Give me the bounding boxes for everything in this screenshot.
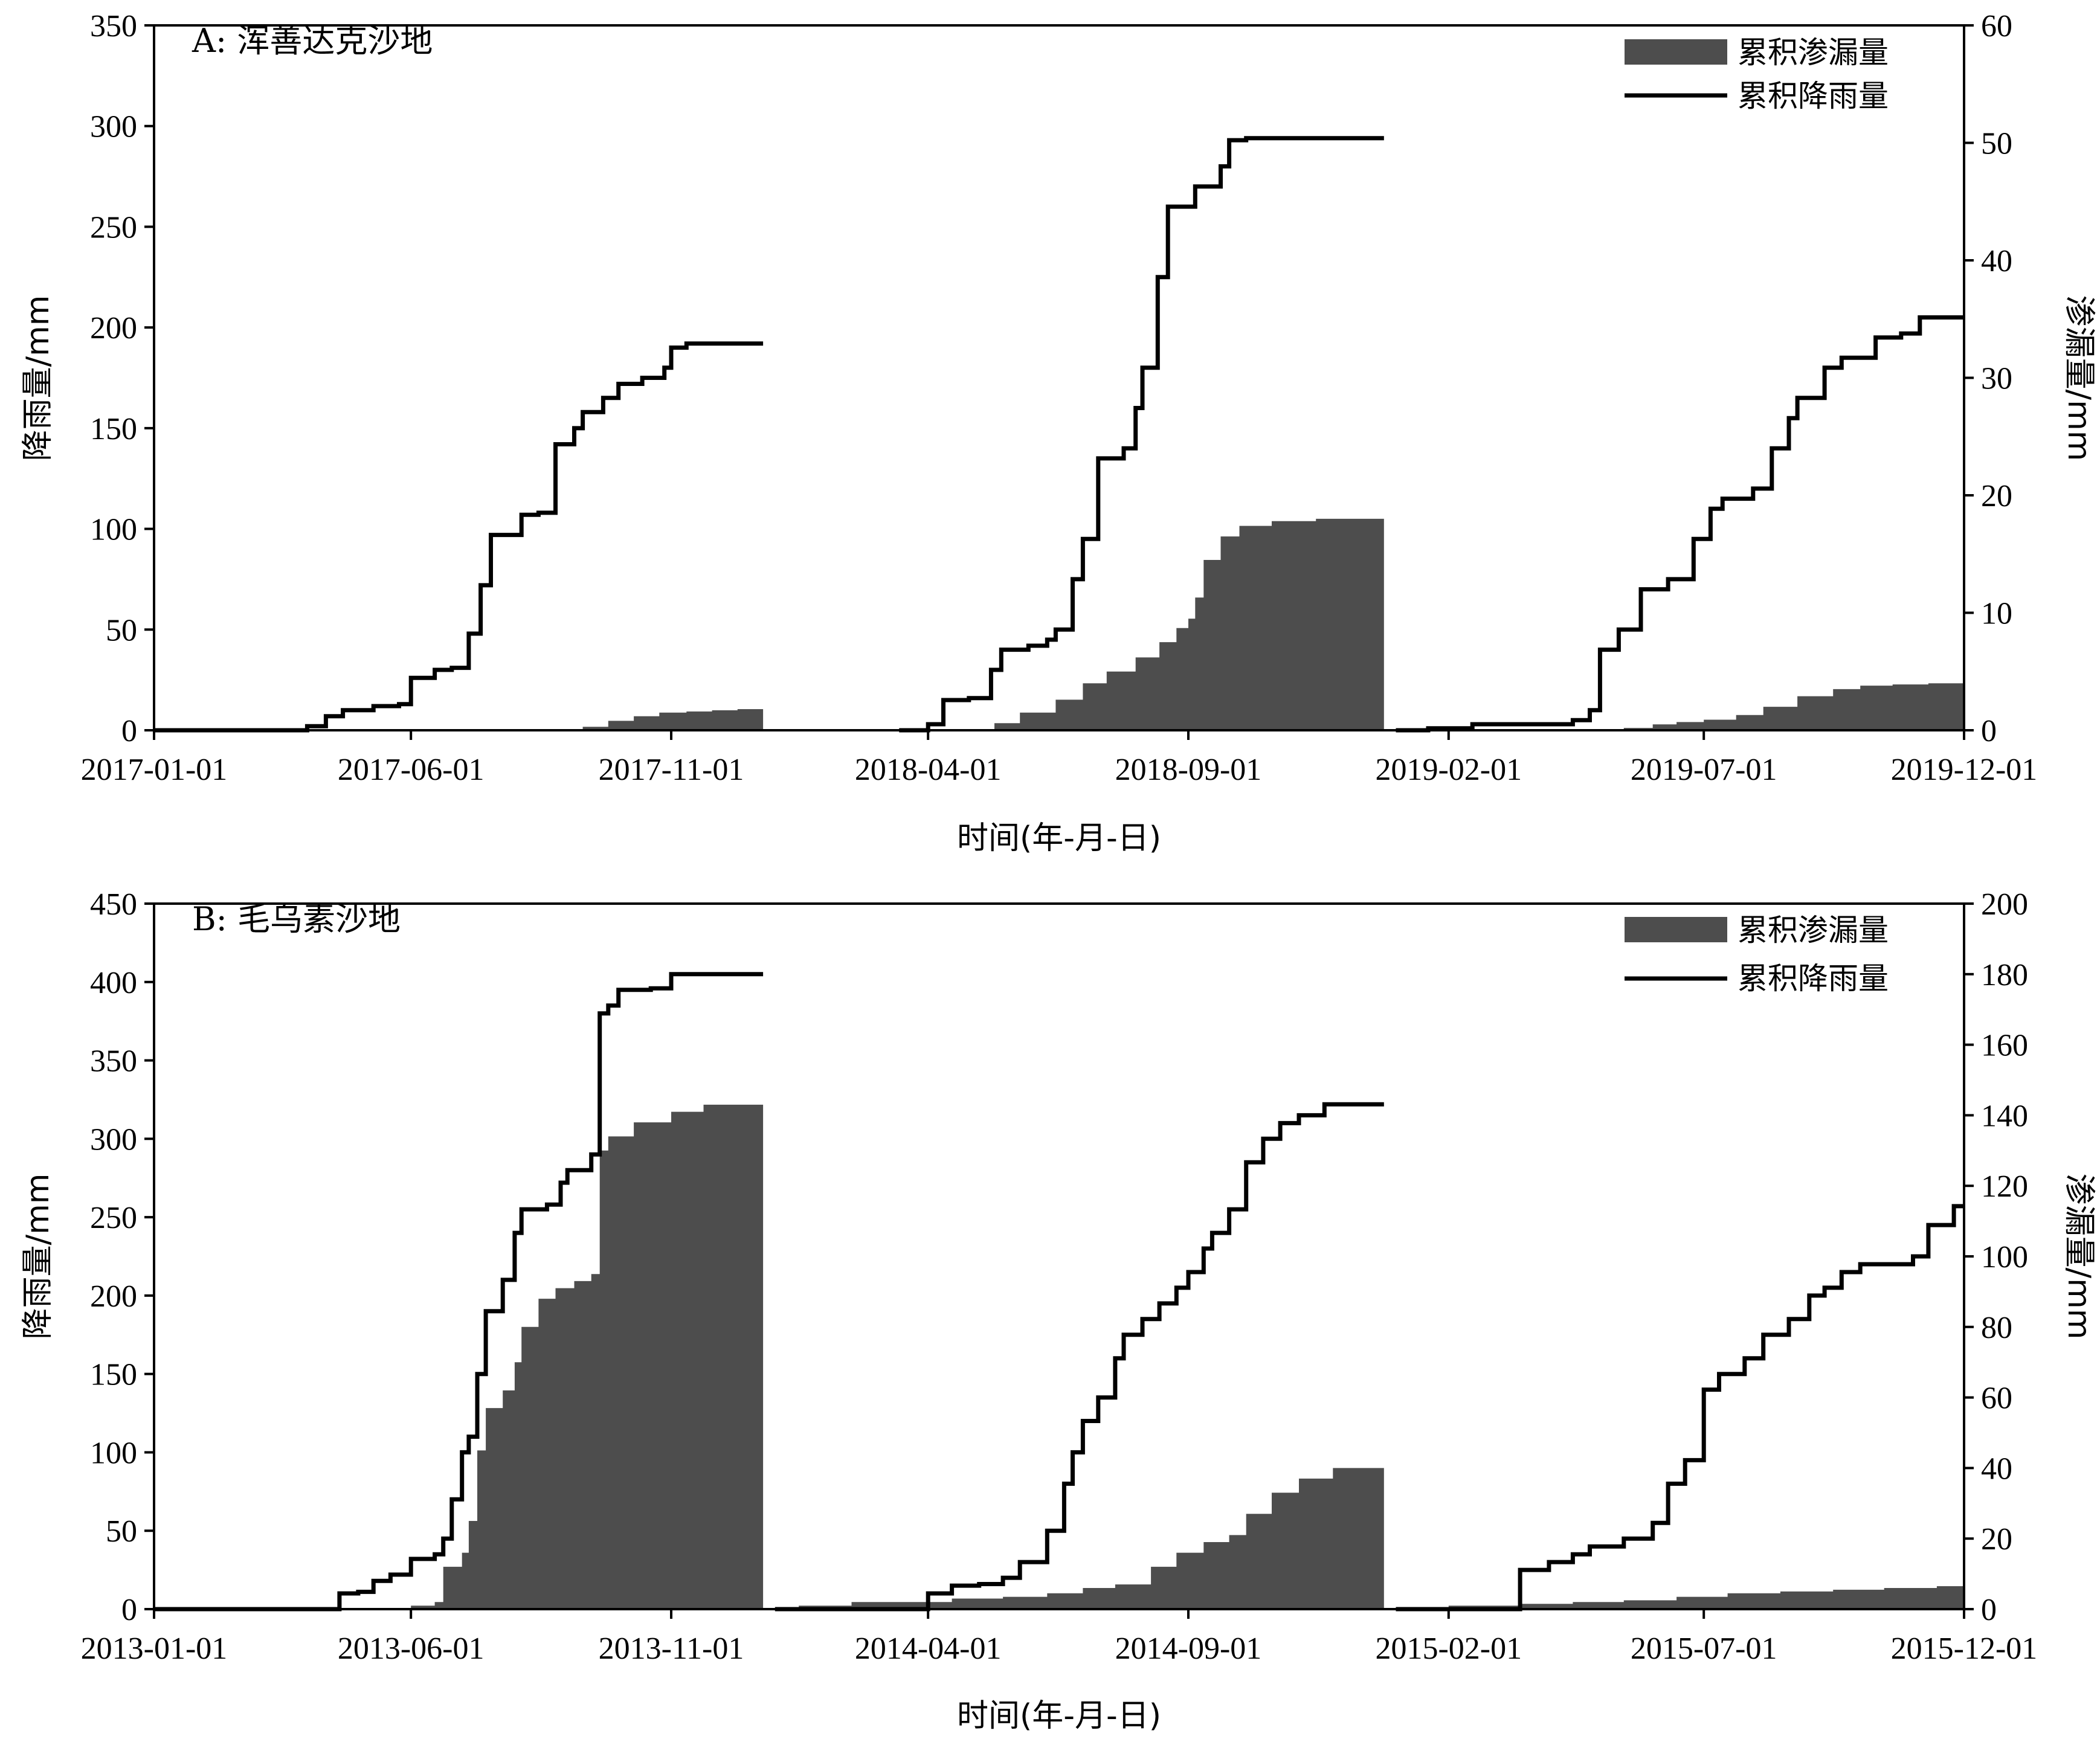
panel-a-yright-tick-label-6: 60 bbox=[1981, 9, 2012, 43]
panel-b-yright-tick-label-1: 20 bbox=[1981, 1522, 2012, 1557]
panel-b-x-tick-label-1: 2013-06-01 bbox=[338, 1631, 485, 1666]
panel-b-legend-area-swatch bbox=[1625, 917, 1727, 942]
panel-a-legend-area-swatch bbox=[1625, 39, 1727, 65]
panel-a-yleft-tick-label-0: 0 bbox=[121, 714, 137, 748]
panel-b-yright-tick-label-0: 0 bbox=[1981, 1593, 1997, 1627]
panel-a-data bbox=[154, 136, 1964, 733]
panel-b-yleft-tick-label-5: 250 bbox=[90, 1201, 137, 1235]
panel-a-ticks: 2017-01-01 2017-06-01 2017-11-01 2018-04-01… bbox=[81, 9, 2038, 787]
panel-b-yleft-tick-label-0: 0 bbox=[121, 1593, 137, 1627]
panel-b-data bbox=[154, 972, 1964, 1612]
panel-a-yright-tick-label-1: 10 bbox=[1981, 597, 2012, 631]
panel-a-legend: 累积渗漏量 累积降雨量 bbox=[1625, 35, 1889, 114]
panel-b-x-tick-label-7: 2015-12-01 bbox=[1891, 1631, 2038, 1666]
panel-a-legend-line-label: 累积降雨量 bbox=[1738, 79, 1889, 114]
panel-a-x-tick-label-6: 2019-07-01 bbox=[1631, 753, 1777, 787]
panel-b-yright-tick-label-4: 80 bbox=[1981, 1311, 2012, 1345]
panel-b-legend-line-label: 累积降雨量 bbox=[1738, 961, 1889, 996]
panel-a-yleft-tick-label-3: 150 bbox=[90, 412, 137, 446]
panel-a-rainfall-line-3 bbox=[1396, 315, 1964, 733]
panel-a-percolation-area-3 bbox=[1396, 682, 1964, 730]
panel-a-percolation-area-1 bbox=[154, 708, 764, 730]
panel-b-x-tick-label-5: 2015-02-01 bbox=[1375, 1631, 1522, 1666]
panel-a-x-tick-label-3: 2018-04-01 bbox=[855, 753, 1002, 787]
panel-b-yleft-tick-label-8: 400 bbox=[90, 966, 137, 1000]
panel-a-ylabel-right: 渗漏量/mm bbox=[2061, 295, 2097, 461]
panel-b-yleft-tick-label-9: 450 bbox=[90, 887, 137, 922]
panel-b-yright-tick-label-2: 40 bbox=[1981, 1451, 2012, 1486]
panel-a-rainfall-line-1 bbox=[154, 341, 764, 733]
panel-a-legend-area-label: 累积渗漏量 bbox=[1738, 35, 1889, 70]
panel-b-rainfall-line-2 bbox=[775, 1102, 1384, 1612]
panel-a-rainfall-line-2 bbox=[899, 136, 1384, 733]
panel-a-x-tick-label-2: 2017-11-01 bbox=[599, 753, 744, 787]
panel-a-yright-tick-label-3: 30 bbox=[1981, 362, 2012, 396]
panel-b-yleft-tick-label-2: 100 bbox=[90, 1436, 137, 1470]
panel-b-percolation-area-2 bbox=[775, 1464, 1384, 1609]
panel-b-yright-tick-label-8: 160 bbox=[1981, 1029, 2028, 1063]
panel-b-ticks: 2013-01-01 2013-06-01 2013-11-01 2014-04-01… bbox=[81, 887, 2038, 1666]
panel-b-title: B: 毛乌素沙地 bbox=[192, 900, 401, 938]
panel-b-yleft-tick-label-1: 50 bbox=[106, 1514, 137, 1549]
panel-b-yleft-tick-label-6: 300 bbox=[90, 1122, 137, 1157]
panel-a-yleft-tick-label-6: 300 bbox=[90, 110, 137, 144]
panel-b-x-tick-label-0: 2013-01-01 bbox=[81, 1631, 228, 1666]
panel-a-title: A: 浑善达克沙地 bbox=[192, 22, 433, 60]
panel-a-yright-tick-label-5: 50 bbox=[1981, 127, 2012, 161]
panel-b-ylabel-right: 渗漏量/mm bbox=[2061, 1174, 2097, 1340]
panel-b-rainfall-line-1 bbox=[154, 972, 764, 1612]
panel-a-xlabel: 时间(年-月-日) bbox=[957, 820, 1161, 857]
panel-a-percolation-area-2 bbox=[899, 515, 1384, 730]
panel-b-yleft-tick-label-4: 200 bbox=[90, 1279, 137, 1314]
panel-b-yright-tick-label-5: 100 bbox=[1981, 1240, 2028, 1275]
panel-b-ylabel-left: 降雨量/mm bbox=[20, 1174, 56, 1340]
panel-b-percolation-area-3 bbox=[1396, 1584, 1964, 1609]
panel-a: 2017-01-01 2017-06-01 2017-11-01 2018-04-01… bbox=[20, 9, 2097, 857]
panel-a-yleft-tick-label-4: 200 bbox=[90, 311, 137, 346]
panel-a-ylabel-left: 降雨量/mm bbox=[20, 295, 56, 461]
panel-b-legend-area-label: 累积渗漏量 bbox=[1738, 913, 1889, 948]
panel-b-x-tick-label-3: 2014-04-01 bbox=[855, 1631, 1002, 1666]
panel-b-yleft-tick-label-3: 150 bbox=[90, 1358, 137, 1392]
panel-b-yleft-tick-label-7: 350 bbox=[90, 1044, 137, 1079]
panel-b-rainfall-line-3 bbox=[1396, 1204, 1964, 1612]
panel-b-yright-tick-label-6: 120 bbox=[1981, 1169, 2028, 1204]
panel-b-yright-tick-label-3: 60 bbox=[1981, 1381, 2012, 1416]
panel-a-x-tick-label-5: 2019-02-01 bbox=[1375, 753, 1522, 787]
panel-a-x-tick-label-1: 2017-06-01 bbox=[338, 753, 485, 787]
panel-a-yright-tick-label-0: 0 bbox=[1981, 714, 1997, 748]
panel-b-percolation-area-1 bbox=[154, 1101, 764, 1609]
panel-a-x-tick-label-0: 2017-01-01 bbox=[81, 753, 228, 787]
panel-b-x-tick-label-2: 2013-11-01 bbox=[599, 1631, 744, 1666]
panel-b-yright-tick-label-9: 180 bbox=[1981, 958, 2028, 992]
panel-b-x-tick-label-6: 2015-07-01 bbox=[1631, 1631, 1777, 1666]
panel-a-x-tick-label-7: 2019-12-01 bbox=[1891, 753, 2038, 787]
panel-a-yright-tick-label-4: 40 bbox=[1981, 244, 2012, 278]
panel-b-yright-tick-label-10: 200 bbox=[1981, 887, 2028, 922]
panel-a-yleft-tick-label-1: 50 bbox=[106, 613, 137, 648]
panel-b-x-tick-label-4: 2014-09-01 bbox=[1115, 1631, 1262, 1666]
panel-b-yright-tick-label-7: 140 bbox=[1981, 1099, 2028, 1133]
panel-b-legend: 累积渗漏量 累积降雨量 bbox=[1625, 913, 1889, 996]
panel-a-yleft-tick-label-7: 350 bbox=[90, 9, 137, 43]
panel-a-yright-tick-label-2: 20 bbox=[1981, 479, 2012, 513]
panel-a-x-tick-label-4: 2018-09-01 bbox=[1115, 753, 1262, 787]
panel-b: 2013-01-01 2013-06-01 2013-11-01 2014-04-01… bbox=[20, 887, 2097, 1734]
panel-b-xlabel: 时间(年-月-日) bbox=[957, 1698, 1161, 1734]
panel-a-yleft-tick-label-5: 250 bbox=[90, 210, 137, 245]
panel-a-yleft-tick-label-2: 100 bbox=[90, 513, 137, 547]
